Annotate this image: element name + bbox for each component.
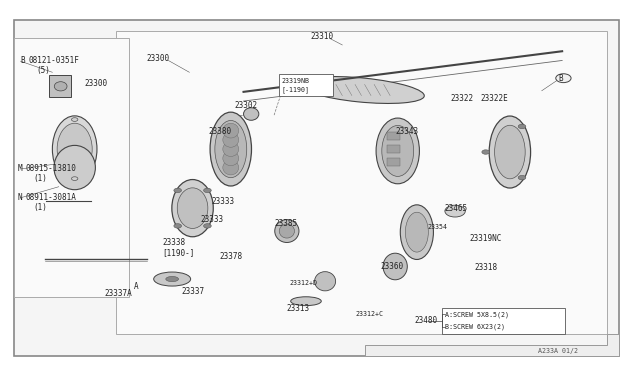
Bar [14,38,129,297]
Ellipse shape [177,188,208,228]
FancyBboxPatch shape [442,308,564,334]
Text: (1): (1) [33,174,47,183]
Circle shape [204,224,211,228]
Polygon shape [365,334,620,356]
Ellipse shape [223,142,239,157]
Text: B:SCREW 6X23(2): B:SCREW 6X23(2) [445,324,505,330]
Text: 23322E: 23322E [481,94,508,103]
Ellipse shape [299,77,424,103]
Ellipse shape [57,123,92,175]
Ellipse shape [215,121,246,178]
Text: B: B [20,56,25,65]
Text: N: N [17,193,22,202]
Text: 23302: 23302 [234,101,257,110]
Text: 23319NB: 23319NB [282,78,310,84]
Text: A: A [134,282,138,291]
Text: 23313: 23313 [287,304,310,313]
FancyBboxPatch shape [49,75,72,97]
Ellipse shape [275,219,299,243]
Ellipse shape [54,82,67,91]
Text: 23343: 23343 [395,127,419,136]
Text: (5): (5) [36,66,51,75]
Text: 23300: 23300 [147,54,170,63]
Text: [1190-]: [1190-] [162,248,195,257]
Ellipse shape [244,108,259,120]
Text: 23360: 23360 [381,262,404,271]
Ellipse shape [376,118,419,184]
Bar [116,31,607,334]
Ellipse shape [383,253,407,280]
Circle shape [445,205,465,217]
Text: M: M [17,164,22,173]
FancyBboxPatch shape [278,74,333,96]
Text: 23310: 23310 [310,32,333,41]
Ellipse shape [210,112,252,186]
Circle shape [174,224,182,228]
Text: 23385: 23385 [274,219,297,228]
FancyBboxPatch shape [387,145,399,153]
Text: 23312+C: 23312+C [355,311,383,317]
Text: 23312+D: 23312+D [289,280,317,286]
Text: 23300: 23300 [84,79,108,88]
Ellipse shape [405,212,428,252]
FancyBboxPatch shape [387,132,399,140]
Circle shape [518,124,526,129]
Circle shape [72,177,78,180]
Text: A233A 01/2: A233A 01/2 [538,349,578,355]
Ellipse shape [223,132,239,147]
Text: 23465: 23465 [444,204,467,214]
Ellipse shape [400,205,433,260]
Ellipse shape [489,116,531,188]
Text: 23338: 23338 [162,238,185,247]
Ellipse shape [52,116,97,182]
Text: 23322: 23322 [451,94,474,103]
Text: [-1190]: [-1190] [282,86,310,93]
Ellipse shape [172,180,213,237]
Ellipse shape [154,272,191,286]
Text: 23319NC: 23319NC [470,234,502,243]
Ellipse shape [279,224,294,238]
Text: 23378: 23378 [220,252,243,262]
Ellipse shape [495,125,525,179]
Text: 23333: 23333 [212,197,235,206]
Text: 08915-13810: 08915-13810 [26,164,76,173]
Circle shape [72,118,78,121]
Text: (1): (1) [33,203,47,212]
Ellipse shape [223,151,239,166]
Circle shape [518,175,526,180]
Text: 23380: 23380 [209,127,232,136]
Text: 23318: 23318 [474,263,497,272]
Ellipse shape [223,123,239,138]
Text: A:SCREW 5X8.5(2): A:SCREW 5X8.5(2) [445,311,509,318]
Ellipse shape [54,145,95,190]
FancyBboxPatch shape [387,158,399,166]
Ellipse shape [315,272,335,291]
Text: 08911-3081A: 08911-3081A [26,193,76,202]
Ellipse shape [223,160,239,175]
Text: 23333: 23333 [200,215,223,224]
Text: 08121-0351F: 08121-0351F [28,56,79,65]
Ellipse shape [166,276,179,282]
Text: B: B [559,74,563,83]
Ellipse shape [291,297,321,306]
Text: 23354: 23354 [427,224,447,230]
Ellipse shape [382,125,413,176]
Text: 23480: 23480 [414,316,437,325]
Circle shape [482,150,490,154]
Circle shape [556,74,571,83]
Text: 23337A: 23337A [104,289,132,298]
Circle shape [204,188,211,193]
Text: 23337: 23337 [181,287,204,296]
Circle shape [174,188,182,193]
